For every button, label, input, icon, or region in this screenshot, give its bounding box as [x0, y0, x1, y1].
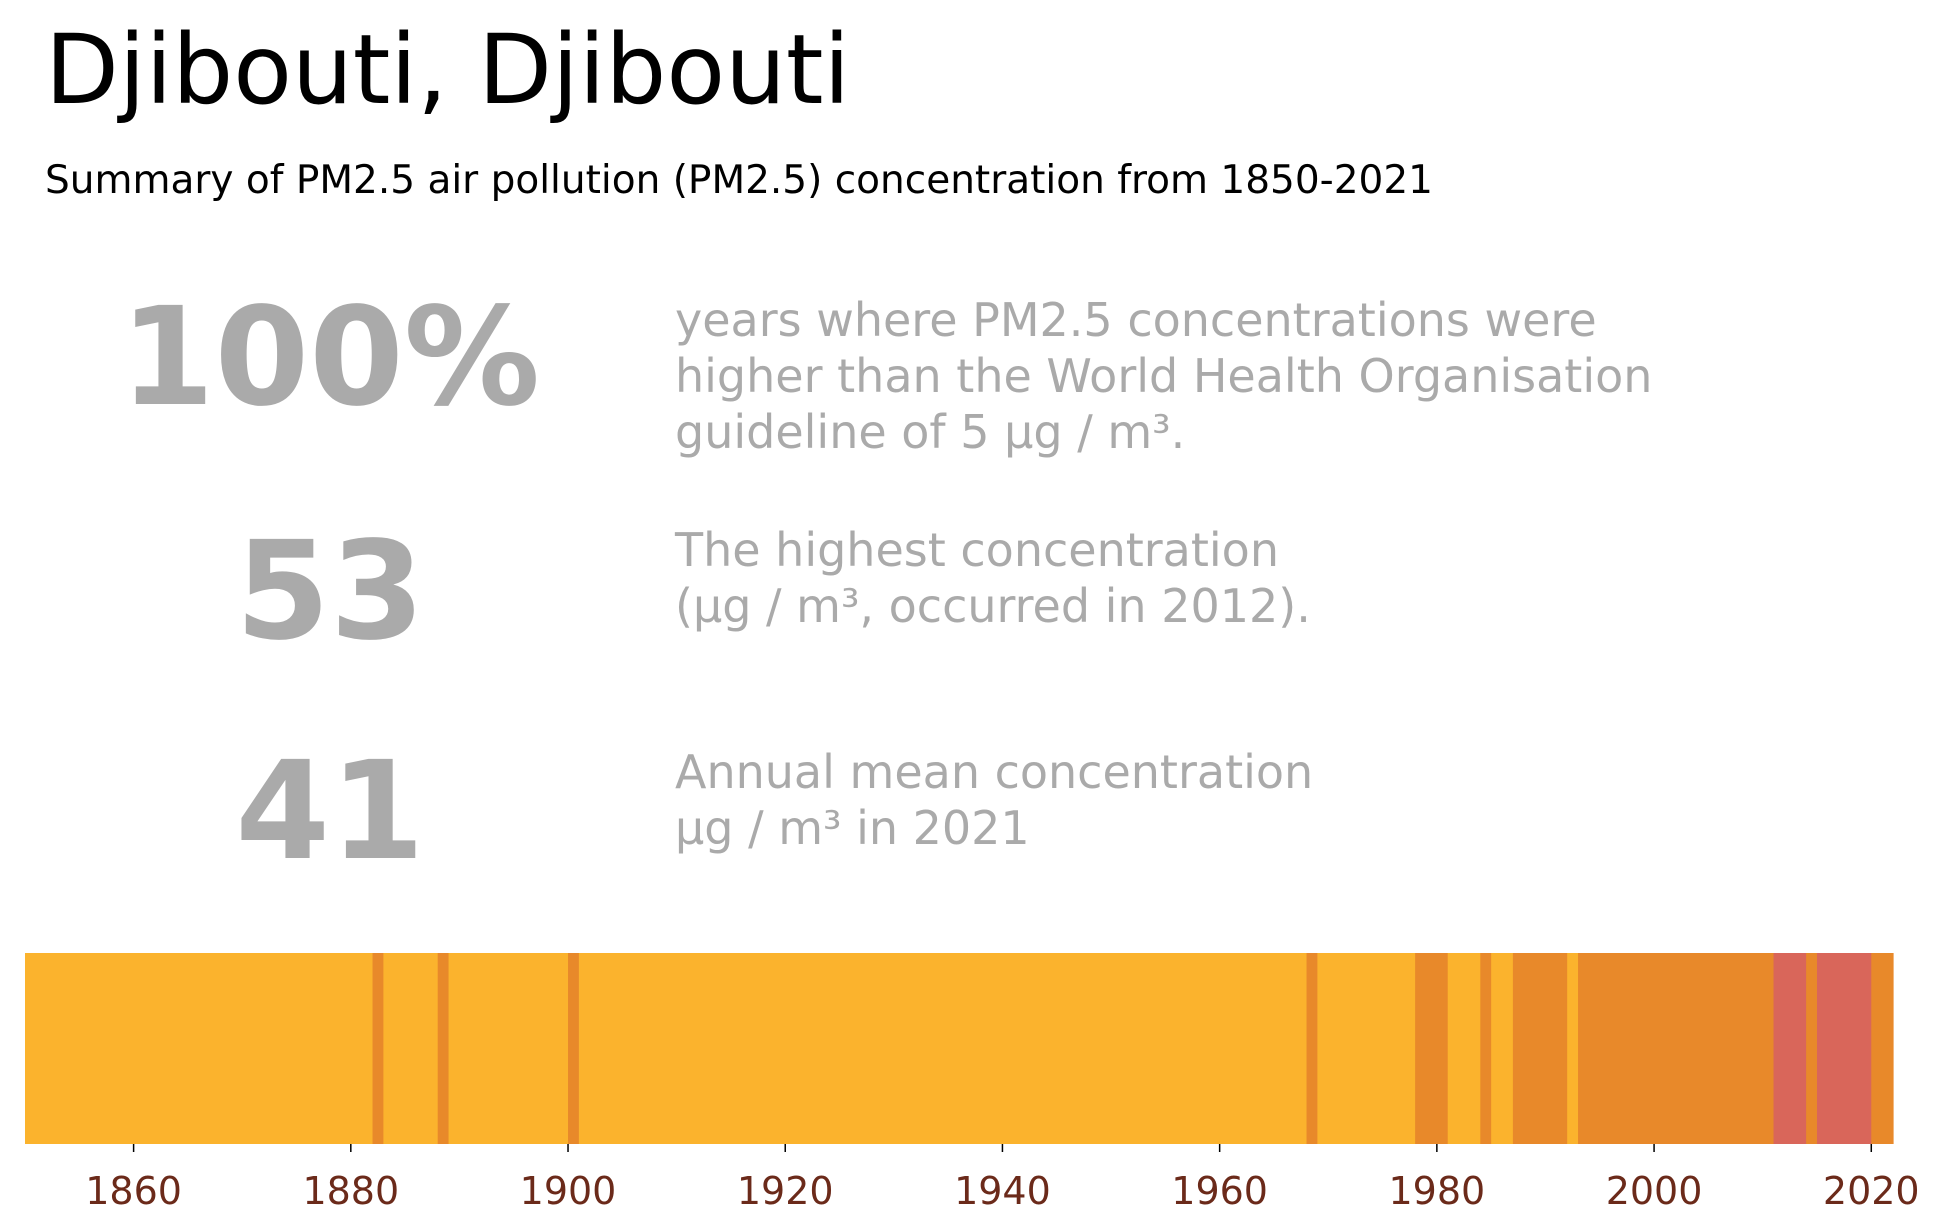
stat-value-exceedance: 100% [119, 279, 541, 437]
stripe-segment [1578, 953, 1775, 1144]
stripe-segment [1816, 953, 1872, 1144]
stat-line: (µg / m³, occurred in 2012). [675, 579, 1311, 633]
stat-line: Annual mean concentration [675, 745, 1314, 799]
x-tick-label: 1920 [737, 1169, 834, 1213]
x-tick-label: 1880 [302, 1169, 399, 1213]
stat-description-highest: The highest concentration (µg / m³, occu… [675, 522, 1311, 634]
page-title: Djibouti, Djibouti [45, 14, 851, 126]
stripe-segment [1415, 953, 1449, 1144]
stat-line: years where PM2.5 concentrations were [675, 293, 1597, 347]
x-tick-label: 2000 [1606, 1169, 1703, 1213]
stripe-segment [1317, 953, 1416, 1144]
stripe-segment [1306, 953, 1318, 1144]
stat-description-annual-mean: Annual mean concentration µg / m³ in 202… [675, 744, 1313, 856]
stripe-segment [437, 953, 450, 1144]
stripe-segment [1871, 953, 1894, 1144]
page-subtitle: Summary of PM2.5 air pollution (PM2.5) c… [45, 158, 1433, 203]
stat-value-annual-mean: 41 [235, 733, 425, 891]
x-tick-label: 1960 [1171, 1169, 1268, 1213]
stripe-segment [568, 953, 580, 1144]
x-tick-label: 1940 [954, 1169, 1051, 1213]
x-tick-label: 2020 [1823, 1169, 1920, 1213]
stripe-segment [1567, 953, 1579, 1144]
stripe-segment [1773, 953, 1807, 1144]
stat-line: The highest concentration [675, 523, 1279, 577]
stripe-segment [25, 953, 374, 1144]
stat-line: guideline of 5 µg / m³. [675, 405, 1186, 459]
stripe-segment [1447, 953, 1481, 1144]
stripe-segment [1491, 953, 1514, 1144]
x-tick-label: 1980 [1389, 1169, 1486, 1213]
stat-line: higher than the World Health Organisatio… [675, 349, 1653, 403]
stripe-segment [372, 953, 384, 1144]
stripe-segment [1806, 953, 1818, 1144]
stripe-segment [578, 953, 1308, 1144]
stat-line: µg / m³ in 2021 [675, 801, 1030, 855]
stripe-segment [1512, 953, 1568, 1144]
x-tick-label: 1860 [85, 1169, 182, 1213]
x-tick-label: 1900 [520, 1169, 617, 1213]
stripe-segment [383, 953, 439, 1144]
stripe-segment [1480, 953, 1492, 1144]
stripe-segment [448, 953, 569, 1144]
stat-value-highest: 53 [235, 513, 425, 671]
stat-description-exceedance: years where PM2.5 concentrations were hi… [675, 292, 1652, 460]
